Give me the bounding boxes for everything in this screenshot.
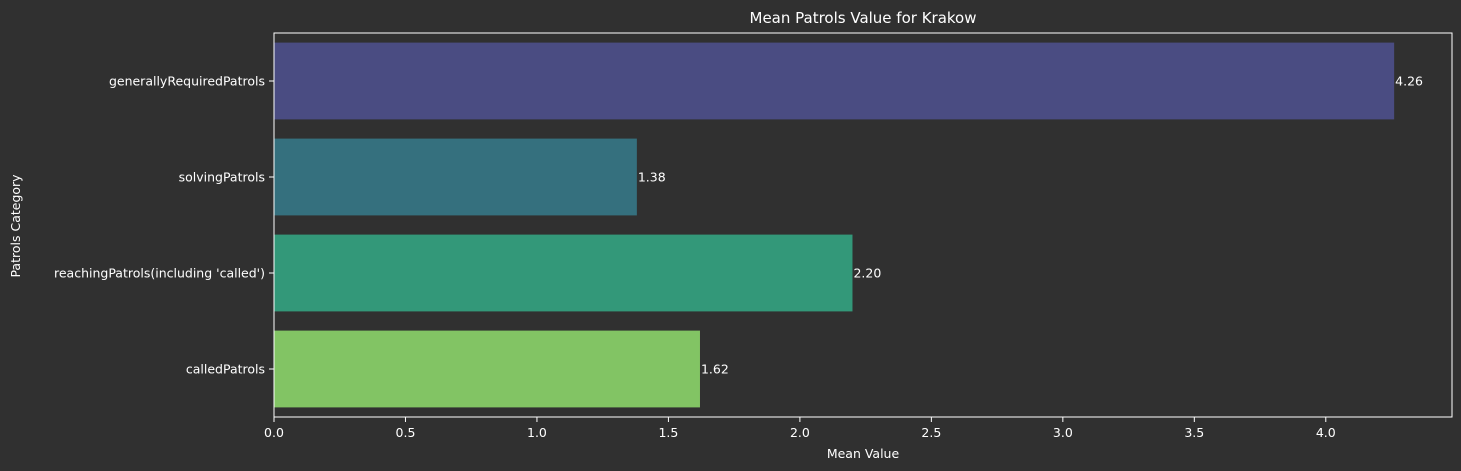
chart-title: Mean Patrols Value for Krakow	[750, 9, 977, 27]
y-tick-label: solvingPatrols	[179, 170, 265, 185]
x-tick-label: 0.0	[264, 425, 284, 440]
x-tick-label: 1.5	[658, 425, 678, 440]
bar-value-label: 4.26	[1395, 74, 1423, 89]
y-tick-label: calledPatrols	[186, 362, 265, 377]
x-tick-label: 3.0	[1053, 425, 1073, 440]
bar-value-label: 2.20	[853, 266, 881, 281]
x-tick-label: 2.5	[921, 425, 941, 440]
bar-value-label: 1.38	[638, 170, 666, 185]
y-tick-label: reachingPatrols(including 'called')	[54, 266, 265, 281]
plot-frame	[273, 32, 1453, 418]
bar-2	[274, 138, 637, 216]
x-tick-label: 3.5	[1184, 425, 1204, 440]
bar-3	[274, 234, 853, 312]
y-tick-label: generallyRequiredPatrols	[109, 74, 265, 89]
x-tick-label: 0.5	[396, 425, 416, 440]
bar-4	[274, 330, 700, 408]
bar-value-label: 1.62	[701, 362, 729, 377]
x-tick-label: 1.0	[527, 425, 547, 440]
axes-layer: generallyRequiredPatrols solvingPatrols re…	[54, 32, 1453, 440]
bars-layer: 4.26 1.38 2.20 1.62	[274, 42, 1423, 408]
x-tick-label: 4.0	[1316, 425, 1336, 440]
x-tick-label: 2.0	[790, 425, 810, 440]
y-axis-label: Patrols Category	[8, 174, 23, 278]
x-axis-label: Mean Value	[827, 446, 900, 461]
bar-1	[274, 42, 1395, 120]
